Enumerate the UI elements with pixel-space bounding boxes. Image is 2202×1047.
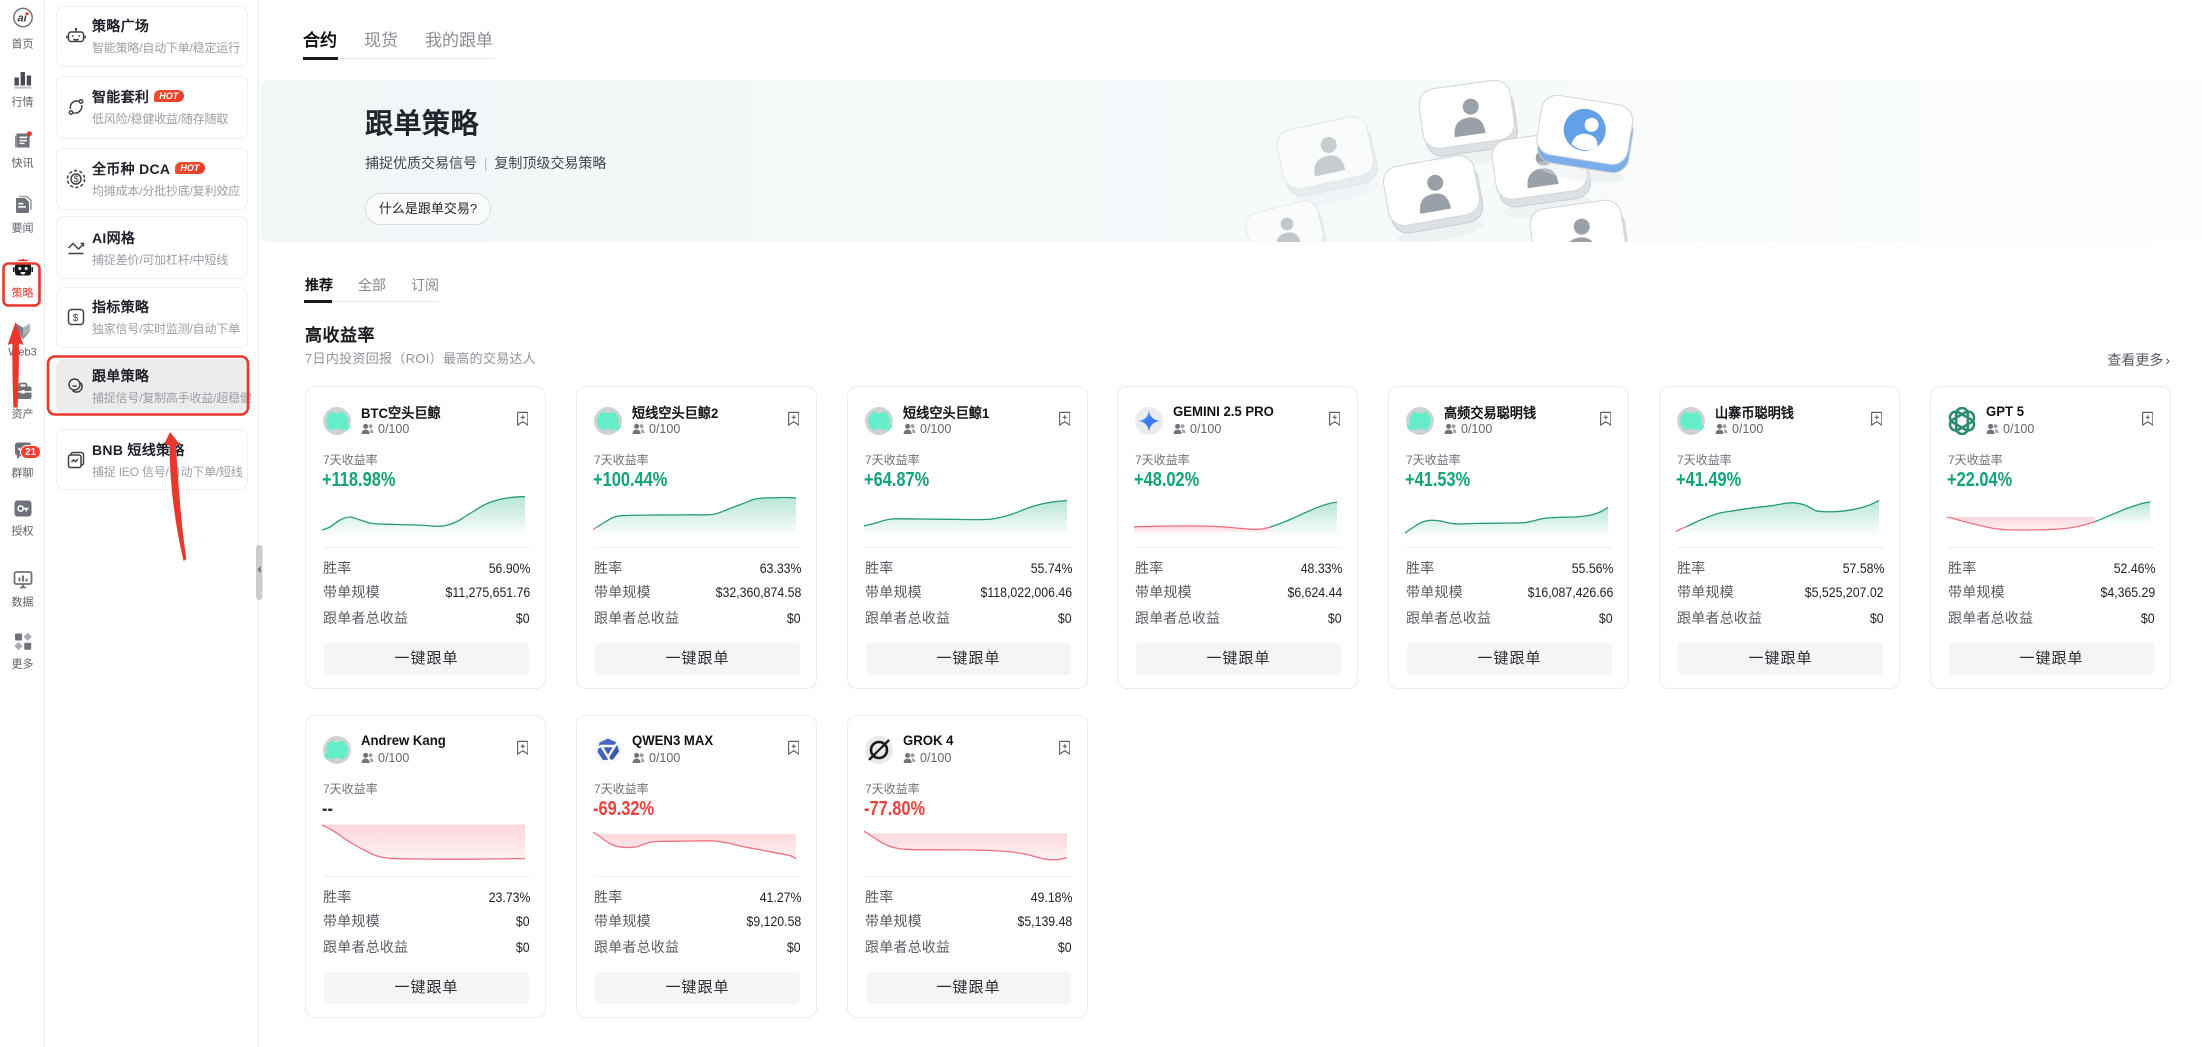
svg-text:$: $ [74, 174, 79, 184]
svg-text:ai: ai [17, 13, 27, 25]
svg-text:$: $ [73, 313, 79, 324]
